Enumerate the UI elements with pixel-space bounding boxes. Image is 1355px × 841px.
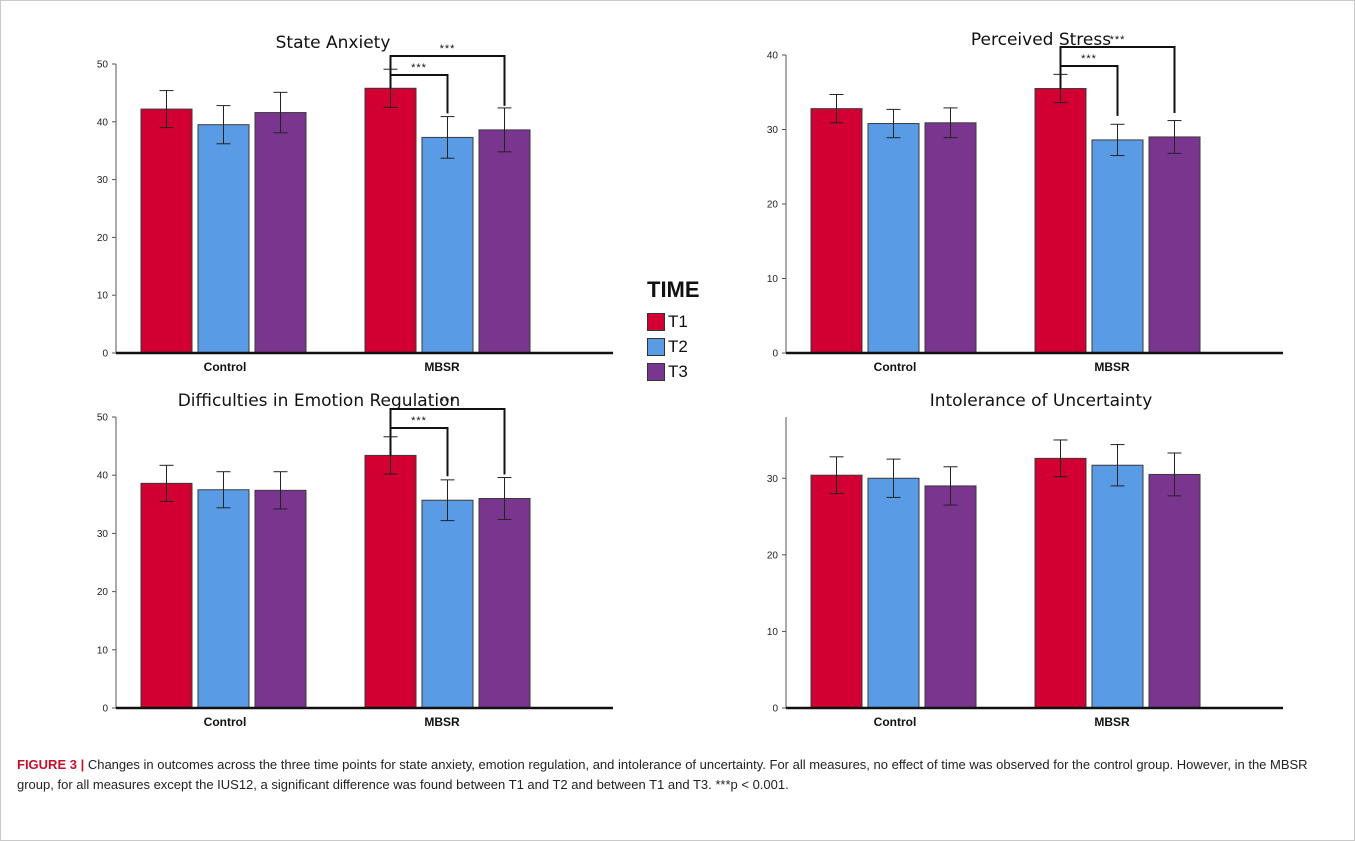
bar-control-t3 [254, 489, 307, 709]
legend-swatch-t3 [647, 362, 665, 381]
category-label: MBSR [1094, 715, 1130, 729]
figure-caption: FIGURE 3 | Changes in outcomes across th… [17, 755, 1337, 795]
category-label: Control [204, 715, 247, 729]
significance-label: *** [411, 415, 427, 427]
category-label: MBSR [424, 715, 460, 729]
significance-bracket [1059, 46, 1176, 113]
bar-control-t1 [810, 108, 863, 354]
significance-label: *** [411, 62, 427, 74]
bar-mbsr-t3 [1148, 136, 1201, 354]
bar-control-t2 [867, 477, 920, 709]
y-tick-label: 50 [97, 413, 109, 424]
significance-label: *** [440, 396, 456, 408]
category-label: Control [204, 360, 247, 374]
chart-3: Difficulties in Emotion Regulation 0 10 20 3… [97, 391, 613, 729]
legend-label-t1: T1 [668, 311, 688, 331]
significance-label: *** [440, 43, 456, 55]
y-tick-label: 50 [97, 60, 109, 71]
significance-bracket [389, 55, 506, 106]
legend-swatch-t1 [647, 312, 665, 331]
chart-4: Intolerance of Uncertainty 0 10 20 30 Control… [767, 391, 1283, 729]
bar-control-t1 [810, 474, 863, 709]
y-tick-label: 0 [102, 704, 108, 715]
y-tick-label: 20 [97, 233, 109, 244]
bar-mbsr-t3 [1148, 473, 1201, 709]
charts-canvas: State Anxiety 0 10 20 30 40 50 Control MBSR *** **… [97, 30, 1283, 729]
y-tick-label: 30 [97, 175, 109, 186]
chart-title: Perceived Stress [971, 30, 1111, 50]
bar-mbsr-t3 [478, 497, 531, 709]
chart-title: State Anxiety [276, 33, 391, 53]
y-tick-label: 20 [97, 587, 109, 598]
bar-mbsr-t2 [421, 499, 474, 709]
category-label: Control [874, 360, 917, 374]
chart-title: Intolerance of Uncertainty [930, 391, 1153, 411]
legend: TIME T1 T2 T3 [647, 277, 700, 384]
bar-control-t2 [867, 123, 920, 354]
legend-label-t2: T2 [668, 336, 688, 356]
y-tick-label: 30 [767, 474, 779, 485]
y-tick-label: 20 [767, 200, 779, 211]
y-tick-label: 40 [767, 51, 779, 62]
legend-label-t3: T3 [668, 361, 688, 381]
y-tick-label: 40 [97, 471, 109, 482]
chart-1: State Anxiety 0 10 20 30 40 50 Control MBSR *** **… [97, 33, 613, 374]
legend-title: TIME [647, 277, 700, 302]
caption-label: FIGURE 3 | [17, 757, 85, 772]
chart-2: Perceived Stress 0 10 20 30 40 Control MBSR *** *… [767, 30, 1283, 374]
y-tick-label: 0 [102, 349, 108, 360]
bar-mbsr-t2 [1091, 139, 1144, 354]
y-tick-label: 10 [97, 291, 109, 302]
legend-swatch-t2 [647, 337, 665, 356]
bar-mbsr-t1 [364, 454, 417, 709]
legend-item-t2: T2 [647, 334, 700, 359]
category-label: MBSR [424, 360, 460, 374]
bar-control-t1 [140, 482, 193, 709]
y-tick-label: 0 [772, 349, 778, 360]
legend-item-t1: T1 [647, 309, 700, 334]
y-tick-label: 40 [97, 117, 109, 128]
bar-control-t3 [924, 485, 977, 709]
bar-mbsr-t2 [421, 136, 474, 354]
y-tick-label: 10 [767, 627, 779, 638]
y-tick-label: 10 [97, 645, 109, 656]
bar-mbsr-t1 [1034, 457, 1087, 709]
significance-label: *** [1110, 34, 1126, 46]
bar-control-t2 [197, 124, 250, 354]
caption-text: Changes in outcomes across the three tim… [17, 757, 1308, 792]
category-label: Control [874, 715, 917, 729]
chart-title: Difficulties in Emotion Regulation [178, 391, 461, 411]
bar-mbsr-t1 [364, 87, 417, 354]
bar-mbsr-t2 [1091, 464, 1144, 709]
y-tick-label: 10 [767, 274, 779, 285]
bar-control-t2 [197, 489, 250, 709]
bar-control-t3 [254, 112, 307, 354]
significance-label: *** [1081, 53, 1097, 65]
bar-control-t3 [924, 122, 977, 354]
significance-bracket [389, 408, 506, 475]
y-tick-label: 0 [772, 704, 778, 715]
category-label: MBSR [1094, 360, 1130, 374]
y-tick-label: 20 [767, 550, 779, 561]
bar-mbsr-t3 [478, 129, 531, 354]
y-tick-label: 30 [767, 125, 779, 136]
y-tick-label: 30 [97, 529, 109, 540]
legend-item-t3: T3 [647, 359, 700, 384]
bar-control-t1 [140, 108, 193, 354]
bar-mbsr-t1 [1034, 88, 1087, 354]
